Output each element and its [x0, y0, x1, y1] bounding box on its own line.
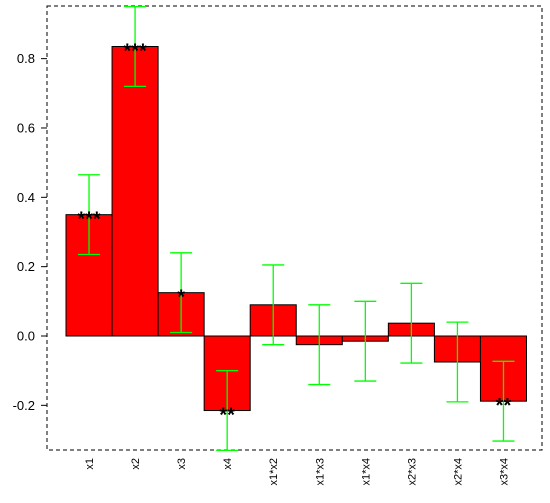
x-tick-label: x4 [222, 458, 234, 470]
y-tick-label: 0.6 [17, 120, 35, 135]
error-bar [124, 5, 147, 88]
error-bar [216, 370, 239, 452]
error-bar [446, 321, 469, 403]
x-tick-label: x1*x4 [360, 458, 372, 486]
significance-label: ** [496, 395, 512, 417]
y-tick-label: 0.2 [17, 259, 35, 274]
y-tick-label: 0.4 [17, 190, 35, 205]
bar-x2 [111, 46, 159, 337]
x-axis-labels: x1 x2 x3 x4 x1*x2 x1*x3 x1*x4 x2*x3 x2*x4 x3*x4 [84, 458, 510, 486]
x-tick-label: x2*x3 [406, 458, 418, 486]
error-bar [308, 304, 331, 386]
y-tick-label: 0.0 [17, 329, 35, 344]
error-bar [170, 252, 193, 334]
x-tick-label: x1*x2 [268, 458, 280, 486]
y-axis: -0.2 0.0 0.2 0.4 0.6 0.8 [13, 51, 47, 413]
significance-label: *** [123, 41, 147, 63]
plot-frame [46, 5, 543, 451]
significance-label: *** [77, 209, 101, 231]
x-tick-label: x2*x4 [452, 458, 464, 486]
error-bars [78, 5, 515, 452]
error-bar [78, 174, 101, 256]
x-tick-label: x3*x4 [498, 458, 510, 486]
significance-label: * [177, 287, 185, 309]
y-tick-label: 0.8 [17, 51, 35, 66]
x-tick-label: x1 [84, 458, 96, 470]
error-bar [262, 264, 285, 346]
error-bar [400, 282, 423, 364]
x-tick-label: x3 [176, 458, 188, 470]
significance-label: ** [219, 405, 235, 427]
error-bar [492, 360, 515, 442]
y-tick-label: -0.2 [13, 398, 35, 413]
x-tick-label: x1*x3 [314, 458, 326, 486]
significance-labels: ********* ** [77, 41, 511, 427]
x-tick-label: x2 [130, 458, 142, 470]
error-bar [354, 300, 377, 382]
